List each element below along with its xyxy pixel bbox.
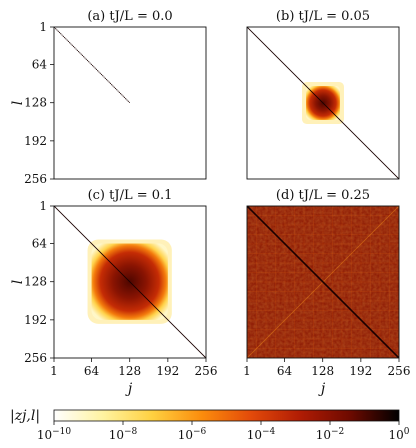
x-tick-label: 256 (388, 364, 411, 378)
y-tick-label: 192 (24, 313, 47, 327)
y-tick-label: 64 (32, 58, 48, 72)
y-tick-label: 128 (24, 96, 47, 110)
colorbar-tick-label: 10−8 (109, 427, 138, 442)
y-tick-label: 256 (24, 351, 47, 365)
panel-b: (b) tJ/L = 0.05 (246, 9, 400, 180)
colorbar-tick-label: 10−4 (247, 427, 276, 442)
panel-d: (d) tJ/L = 0.25 1 64 128 192 256 j (243, 188, 410, 397)
panel-frame (246, 26, 400, 180)
colorbar-tick-label: 100 (388, 427, 409, 442)
x-tick-label: 256 (195, 364, 218, 378)
y-tick-label: 192 (24, 134, 47, 148)
y-tick-label: 1 (39, 20, 47, 34)
y-tick-label: 256 (24, 172, 47, 186)
x-tick-label: 1 (243, 364, 251, 378)
panel-background (54, 27, 206, 179)
x-tick-label: 64 (277, 364, 293, 378)
x-axis-label: j (318, 381, 326, 397)
diagonal-line (54, 206, 206, 358)
colorbar-tick-label: 10−10 (37, 427, 72, 442)
diagonal-line (247, 27, 399, 179)
y-axis-label: l (10, 280, 26, 284)
x-tick-label: 128 (311, 364, 334, 378)
x-axis-label: j (125, 381, 133, 397)
x-tick-label: 192 (349, 364, 372, 378)
diagonal-line (247, 206, 399, 358)
panel-title: (c) tJ/L = 0.1 (88, 188, 173, 203)
panel-title: (a) tJ/L = 0.0 (87, 9, 172, 24)
y-tick-label: 128 (24, 275, 47, 289)
panel-c: (c) tJ/L = 0.1 1 64 128 192 256 l 1 64 128 192 256 j (10, 188, 217, 397)
panels-group: (a) tJ/L = 0.0 1 64 128 192 256 l (b) tJ/L = 0.… (10, 9, 410, 397)
diagonal-line (54, 27, 131, 104)
colorbar-gradient (53, 409, 400, 422)
panel-title: (b) tJ/L = 0.05 (276, 9, 370, 24)
colorbar-tick-label: 10−6 (178, 427, 207, 442)
x-tick-label: 128 (118, 364, 141, 378)
colorbar: |zj,l| 10−10 10−8 10−6 10−4 10−2 100 (10, 408, 410, 442)
panel-title: (d) tJ/L = 0.25 (276, 188, 370, 203)
y-axis-label: l (10, 101, 26, 105)
colorbar-tick-label: 10−2 (316, 427, 345, 442)
x-tick-label: 1 (50, 364, 58, 378)
x-tick-label: 64 (84, 364, 100, 378)
x-tick-label: 192 (156, 364, 179, 378)
colorbar-label: |zj,l| (10, 408, 40, 424)
y-tick-label: 64 (32, 237, 48, 251)
panel-a: (a) tJ/L = 0.0 1 64 128 192 256 l (10, 9, 207, 186)
y-tick-label: 1 (39, 199, 47, 213)
